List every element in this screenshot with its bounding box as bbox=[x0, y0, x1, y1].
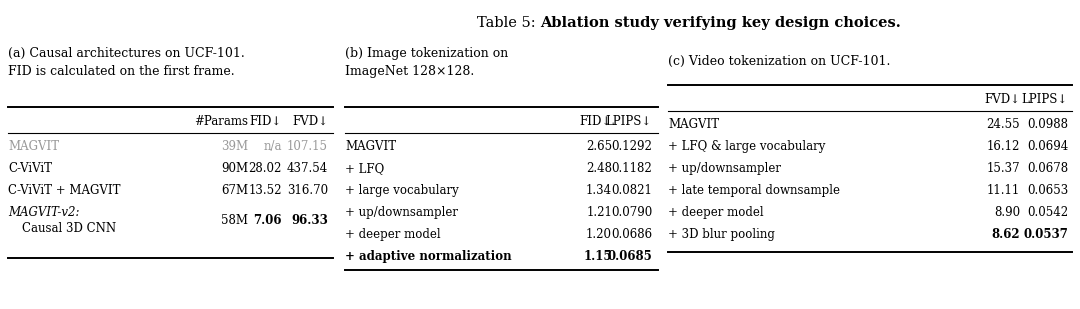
Text: + 3D blur pooling: + 3D blur pooling bbox=[669, 228, 774, 241]
Text: 1.15: 1.15 bbox=[583, 250, 612, 263]
Text: Causal 3D CNN: Causal 3D CNN bbox=[22, 222, 117, 235]
Text: 2.48: 2.48 bbox=[586, 162, 612, 175]
Text: FVD↓: FVD↓ bbox=[292, 115, 328, 128]
Text: Table 5:: Table 5: bbox=[476, 16, 540, 30]
Text: 1.20: 1.20 bbox=[586, 228, 612, 241]
Text: MAGVIT: MAGVIT bbox=[8, 140, 59, 153]
Text: 11.11: 11.11 bbox=[987, 184, 1020, 197]
Text: 1.34: 1.34 bbox=[585, 184, 612, 197]
Text: 316.70: 316.70 bbox=[287, 184, 328, 197]
Text: + deeper model: + deeper model bbox=[345, 228, 441, 241]
Text: LPIPS↓: LPIPS↓ bbox=[1022, 93, 1068, 106]
Text: + adaptive normalization: + adaptive normalization bbox=[345, 250, 512, 263]
Text: ImageNet 128×128.: ImageNet 128×128. bbox=[345, 65, 474, 78]
Text: 0.0790: 0.0790 bbox=[611, 206, 652, 219]
Text: 0.0685: 0.0685 bbox=[607, 250, 652, 263]
Text: 24.55: 24.55 bbox=[986, 118, 1020, 131]
Text: 0.0653: 0.0653 bbox=[1027, 184, 1068, 197]
Text: FID↓: FID↓ bbox=[580, 115, 612, 128]
Text: 107.15: 107.15 bbox=[287, 140, 328, 153]
Text: C-ViViT: C-ViViT bbox=[8, 162, 52, 175]
Text: 7.06: 7.06 bbox=[254, 214, 282, 227]
Text: C-ViViT + MAGVIT: C-ViViT + MAGVIT bbox=[8, 184, 121, 197]
Text: (b) Image tokenization on: (b) Image tokenization on bbox=[345, 47, 509, 60]
Text: 0.0694: 0.0694 bbox=[1027, 140, 1068, 153]
Text: 0.0678: 0.0678 bbox=[1027, 162, 1068, 175]
Text: 16.12: 16.12 bbox=[987, 140, 1020, 153]
Text: + late temporal downsample: + late temporal downsample bbox=[669, 184, 840, 197]
Text: 437.54: 437.54 bbox=[287, 162, 328, 175]
Text: 28.02: 28.02 bbox=[248, 162, 282, 175]
Text: FID is calculated on the first frame.: FID is calculated on the first frame. bbox=[8, 65, 234, 78]
Text: + up/downsampler: + up/downsampler bbox=[345, 206, 458, 219]
Text: 58M: 58M bbox=[221, 214, 248, 227]
Text: + large vocabulary: + large vocabulary bbox=[345, 184, 459, 197]
Text: + LFQ & large vocabulary: + LFQ & large vocabulary bbox=[669, 140, 825, 153]
Text: 0.1182: 0.1182 bbox=[611, 162, 652, 175]
Text: + up/downsampler: + up/downsampler bbox=[669, 162, 781, 175]
Text: + deeper model: + deeper model bbox=[669, 206, 764, 219]
Text: 0.0537: 0.0537 bbox=[1023, 228, 1068, 241]
Text: 96.33: 96.33 bbox=[292, 214, 328, 227]
Text: #Params: #Params bbox=[194, 115, 248, 128]
Text: Ablation study verifying key design choices.: Ablation study verifying key design choi… bbox=[540, 16, 901, 30]
Text: n/a: n/a bbox=[264, 140, 282, 153]
Text: 0.0686: 0.0686 bbox=[611, 228, 652, 241]
Text: 0.0821: 0.0821 bbox=[611, 184, 652, 197]
Text: FID↓: FID↓ bbox=[249, 115, 282, 128]
Text: MAGVIT-v2:: MAGVIT-v2: bbox=[8, 206, 80, 219]
Text: (a) Causal architectures on UCF-101.: (a) Causal architectures on UCF-101. bbox=[8, 47, 245, 60]
Text: 2.65: 2.65 bbox=[585, 140, 612, 153]
Text: 0.1292: 0.1292 bbox=[611, 140, 652, 153]
Text: 8.90: 8.90 bbox=[994, 206, 1020, 219]
Text: 0.0542: 0.0542 bbox=[1027, 206, 1068, 219]
Text: (c) Video tokenization on UCF-101.: (c) Video tokenization on UCF-101. bbox=[669, 55, 890, 68]
Text: 90M: 90M bbox=[221, 162, 248, 175]
Text: MAGVIT: MAGVIT bbox=[345, 140, 396, 153]
Text: 0.0988: 0.0988 bbox=[1027, 118, 1068, 131]
Text: FVD↓: FVD↓ bbox=[984, 93, 1020, 106]
Text: LPIPS↓: LPIPS↓ bbox=[606, 115, 652, 128]
Text: MAGVIT: MAGVIT bbox=[669, 118, 719, 131]
Text: 67M: 67M bbox=[221, 184, 248, 197]
Text: 39M: 39M bbox=[221, 140, 248, 153]
Text: 15.37: 15.37 bbox=[986, 162, 1020, 175]
Text: + LFQ: + LFQ bbox=[345, 162, 384, 175]
Text: 13.52: 13.52 bbox=[248, 184, 282, 197]
Text: 1.21: 1.21 bbox=[586, 206, 612, 219]
Text: 8.62: 8.62 bbox=[991, 228, 1020, 241]
